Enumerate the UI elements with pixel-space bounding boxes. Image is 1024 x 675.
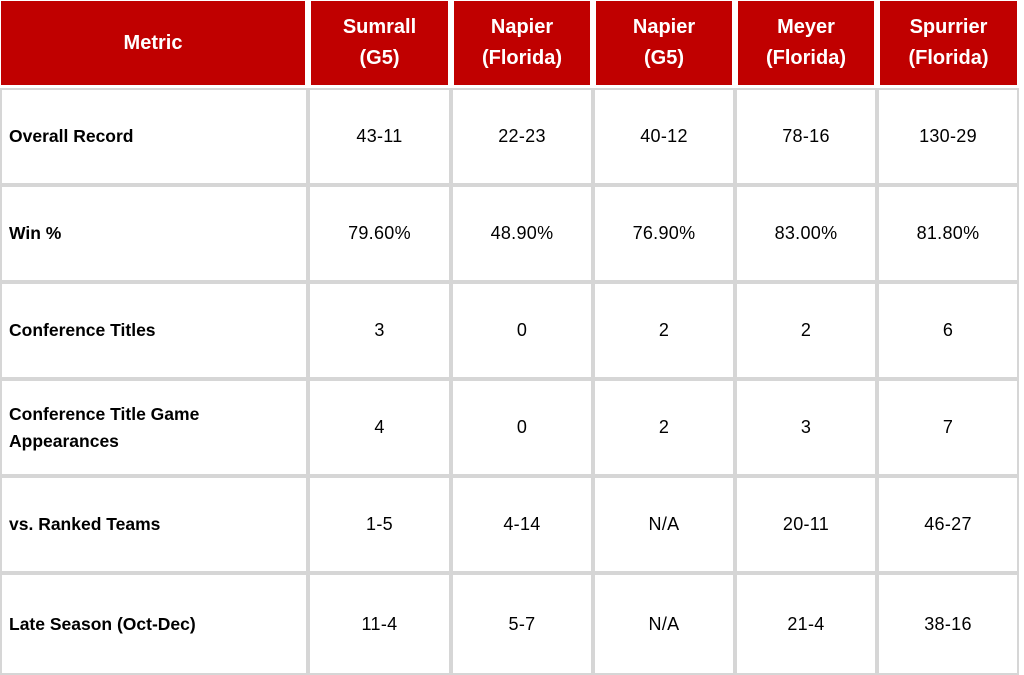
value-cell: 1-5: [308, 476, 451, 573]
coach-name: Napier: [490, 16, 554, 38]
value-cell: 46-27: [877, 476, 1019, 573]
coach-context: (Florida): [766, 47, 846, 69]
coach-name: Meyer: [777, 16, 835, 38]
metric-cell: Conference Title Game Appearances: [0, 379, 308, 476]
column-header-spurrier-4: Spurrier (Florida): [877, 0, 1019, 88]
column-header-napier-1: Napier (Florida): [451, 0, 593, 88]
value-cell: 2: [735, 282, 877, 379]
metric-cell: Late Season (Oct-Dec): [0, 573, 308, 675]
table-row: Conference Titles 3 0 2 2 6: [0, 282, 1019, 379]
value-cell: 2: [593, 379, 735, 476]
coach-context: (Florida): [908, 47, 989, 69]
coach-name: Sumrall: [342, 16, 417, 38]
metric-cell: Win %: [0, 185, 308, 282]
value-cell: 79.60%: [308, 185, 451, 282]
coach-name: Spurrier: [909, 16, 988, 38]
table-row: Overall Record 43-11 22-23 40-12 78-16 130-29: [0, 88, 1019, 185]
value-cell: 78-16: [735, 88, 877, 185]
value-cell: 83.00%: [735, 185, 877, 282]
coach-context: (G5): [644, 47, 684, 69]
value-cell: 22-23: [451, 88, 593, 185]
value-cell: 2: [593, 282, 735, 379]
header-row: Metric Sumrall (G5) Napier (Florida) Napier (…: [0, 0, 1019, 88]
column-header-sumrall-0: Sumrall (G5): [308, 0, 451, 88]
coach-name: Napier: [632, 16, 696, 38]
table-row: Conference Title Game Appearances 4 0 2 3 7: [0, 379, 1019, 476]
value-cell: 21-4: [735, 573, 877, 675]
value-cell: 130-29: [877, 88, 1019, 185]
table-row: vs. Ranked Teams 1-5 4-14 N/A 20-11 46-27: [0, 476, 1019, 573]
table-row: Win % 79.60% 48.90% 76.90% 83.00% 81.80%: [0, 185, 1019, 282]
coach-context: (G5): [359, 47, 400, 69]
value-cell: 43-11: [308, 88, 451, 185]
table-body: Overall Record 43-11 22-23 40-12 78-16 130-29…: [0, 88, 1019, 675]
column-header-napier-2: Napier (G5): [593, 0, 735, 88]
value-cell: 0: [451, 379, 593, 476]
value-cell: 81.80%: [877, 185, 1019, 282]
metric-cell: vs. Ranked Teams: [0, 476, 308, 573]
value-cell: 20-11: [735, 476, 877, 573]
value-cell: 4-14: [451, 476, 593, 573]
value-cell: 48.90%: [451, 185, 593, 282]
value-cell: 40-12: [593, 88, 735, 185]
coach-context: (Florida): [482, 47, 562, 69]
metric-cell: Conference Titles: [0, 282, 308, 379]
value-cell: N/A: [593, 476, 735, 573]
value-cell: N/A: [593, 573, 735, 675]
value-cell: 3: [308, 282, 451, 379]
column-header-meyer-3: Meyer (Florida): [735, 0, 877, 88]
metric-column-header: Metric: [0, 0, 308, 88]
value-cell: 11-4: [308, 573, 451, 675]
value-cell: 3: [735, 379, 877, 476]
table-row: Late Season (Oct-Dec) 11-4 5-7 N/A 21-4 38-16: [0, 573, 1019, 675]
value-cell: 76.90%: [593, 185, 735, 282]
value-cell: 38-16: [877, 573, 1019, 675]
value-cell: 5-7: [451, 573, 593, 675]
value-cell: 0: [451, 282, 593, 379]
value-cell: 7: [877, 379, 1019, 476]
metric-cell: Overall Record: [0, 88, 308, 185]
value-cell: 6: [877, 282, 1019, 379]
value-cell: 4: [308, 379, 451, 476]
